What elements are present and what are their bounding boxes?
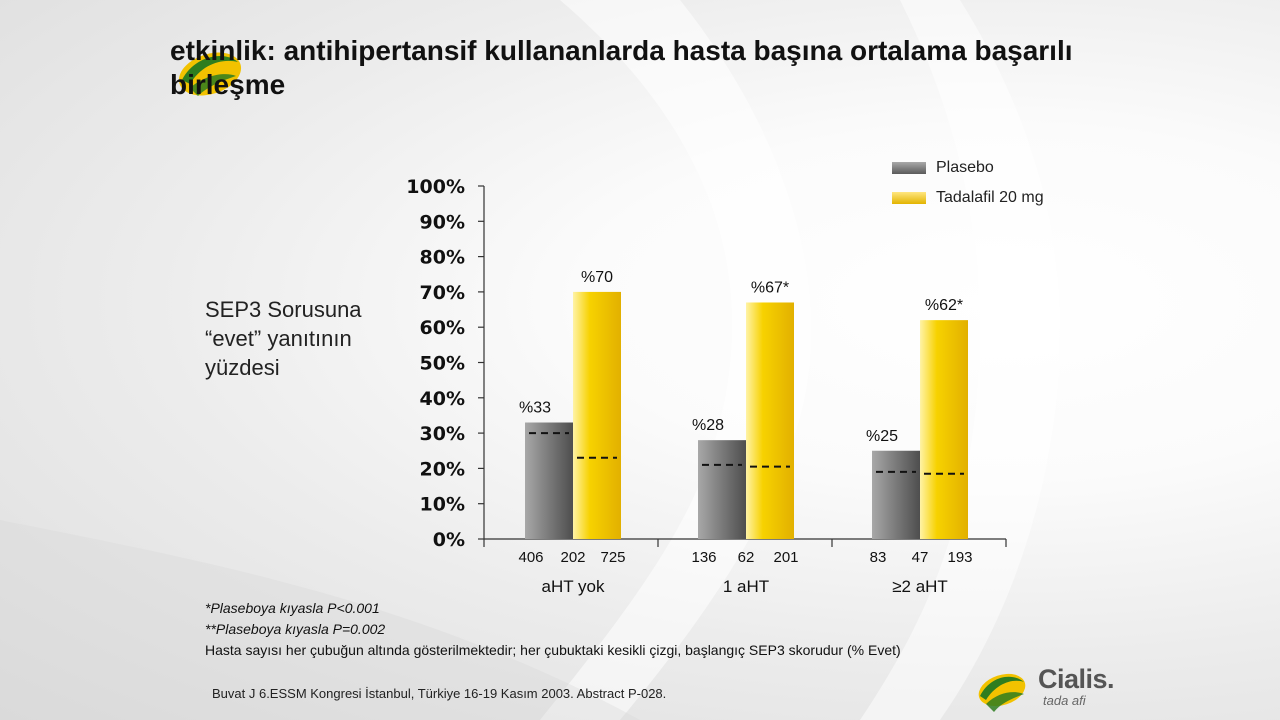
legend-label-plasebo: Plasebo [936,159,994,176]
bar-value-label: %62* [925,297,963,314]
x-category-label: 1 aHT [723,577,769,596]
y-tick-label: 60% [420,317,465,339]
cialis-brand-logo-icon [978,673,1026,712]
legend-label-tadalafil: Tadalafil 20 mg [936,189,1044,206]
legend-swatch-plasebo [892,162,926,174]
bar-tadalafil [746,302,794,539]
patient-count-label: 47 [912,549,929,566]
y-tick-label: 70% [420,282,465,304]
patient-count-label: 83 [870,549,887,566]
brand-tagline: tada afi [1043,693,1086,708]
bar-value-label: %70 [581,269,613,286]
slide-title: etkinlik: antihipertansif kullananlarda … [170,35,1073,100]
x-category-label: aHT yok [542,577,605,596]
legend-item-tadalafil: Tadalafil 20 mg [892,187,1044,209]
patient-count-label: 193 [947,549,972,566]
y-tick-label: 80% [420,247,465,269]
bar-plasebo [525,422,573,539]
y-tick-label: 50% [420,353,465,375]
footnote-p1: *Plaseboya kıyasla P<0.001 [205,600,380,616]
bar-value-label: %28 [692,417,724,434]
y-tick-label: 30% [420,423,465,445]
y-tick-label: 40% [420,388,465,410]
y-tick-label: 10% [420,494,465,516]
patient-count-label: 136 [691,549,716,566]
x-category-label: ≥2 aHT [892,577,948,596]
bar-tadalafil [920,320,968,539]
bar-value-label: %25 [866,428,898,445]
patient-count-label: 406 [518,549,543,566]
reference-citation: Buvat J 6.ESSM Kongresi İstanbul, Türkiy… [212,686,667,701]
legend-swatch-tadalafil [892,192,926,204]
patient-count-label: 201 [773,549,798,566]
bar-plasebo [872,450,920,539]
y-axis-caption: SEP3 Sorusuna “evet” yanıtının yüzdesi [205,297,362,380]
footnote-p2: **Plaseboya kıyasla P=0.002 [205,621,386,637]
footnotes: *Plaseboya kıyasla P<0.001 **Plaseboya k… [205,598,901,661]
bar-plasebo [698,440,746,539]
patient-count-label: 62 [738,549,755,566]
patient-count-label: 202 [560,549,585,566]
bar-tadalafil [573,291,621,539]
brand-name: Cialis. [1038,664,1115,694]
legend-item-plasebo: Plasebo [892,157,1044,179]
cialis-logo-icon [178,52,242,96]
y-tick-label: 100% [406,176,465,198]
footnote-note: Hasta sayısı her çubuğun altında gösteri… [205,642,901,658]
patient-count-label: 725 [600,549,625,566]
bar-value-label: %33 [519,400,551,417]
y-tick-label: 20% [420,458,465,480]
chart-bars [525,291,968,539]
chart-legend: Plasebo Tadalafil 20 mg [892,157,1044,217]
y-tick-label: 90% [420,211,465,233]
bar-value-label: %67* [751,279,789,296]
y-tick-label: 0% [433,529,465,551]
